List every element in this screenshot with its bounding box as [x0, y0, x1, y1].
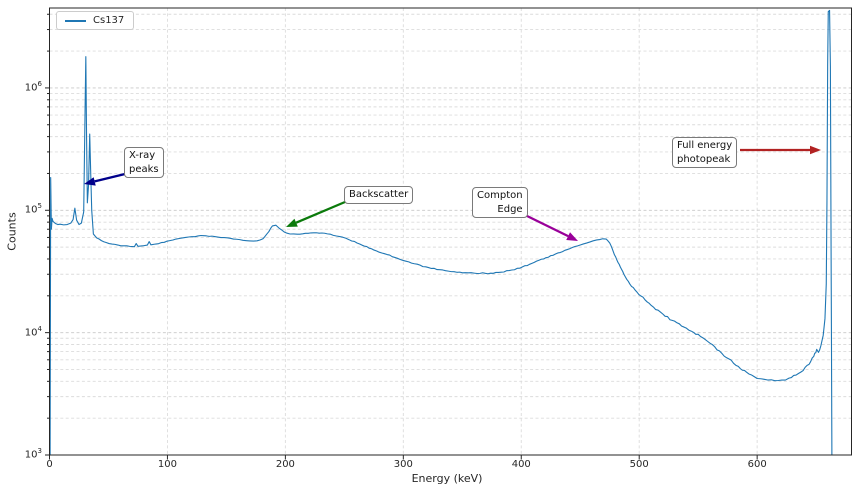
x-tick-label: 300 — [393, 459, 413, 470]
annotation-text-line: Compton — [477, 190, 523, 201]
y-tick-label: 103 — [24, 447, 42, 461]
plot-border — [49, 7, 852, 456]
annotation-arrow-compton — [522, 212, 578, 241]
annotation-text-line: Edge — [497, 203, 523, 215]
x-tick-label: 100 — [157, 459, 177, 470]
annotation-arrow-photopeak — [740, 145, 821, 155]
annotation-full-energy-photopeak: Full energy photopeak — [672, 137, 738, 168]
y-tick-label: 106 — [24, 79, 42, 94]
annotation-text-line: Backscatter — [349, 189, 409, 200]
annotation-xray-peaks: X-ray peaks — [124, 147, 164, 178]
axis-ticks — [45, 13, 758, 460]
x-tick-label: 500 — [629, 459, 649, 470]
legend-series-label: Cs137 — [93, 15, 125, 26]
y-tick-label: 105 — [24, 202, 42, 216]
annotation-compton-edge: Compton Edge — [472, 187, 528, 218]
annotation-arrow-backscatter — [286, 200, 346, 227]
legend-line-sample — [65, 19, 86, 22]
y-tick-label: 104 — [24, 324, 42, 338]
gridlines — [49, 8, 852, 455]
annotation-text-line: X-ray — [129, 150, 156, 161]
x-tick-label: 0 — [46, 459, 53, 470]
annotation-arrow-xray — [84, 172, 126, 186]
annotation-text-line: Full energy — [677, 140, 733, 151]
annotation-text-line: peaks — [129, 163, 159, 175]
x-tick-label: 600 — [747, 459, 767, 470]
annotation-text-line: photopeak — [677, 153, 731, 165]
x-tick-label: 200 — [275, 459, 295, 470]
x-tick-label: 400 — [511, 459, 531, 470]
x-axis-label: Energy (keV) — [411, 472, 483, 485]
annotation-backscatter: Backscatter — [344, 186, 414, 204]
spectrum-line — [49, 9, 833, 455]
legend: Cs137 — [56, 11, 135, 30]
